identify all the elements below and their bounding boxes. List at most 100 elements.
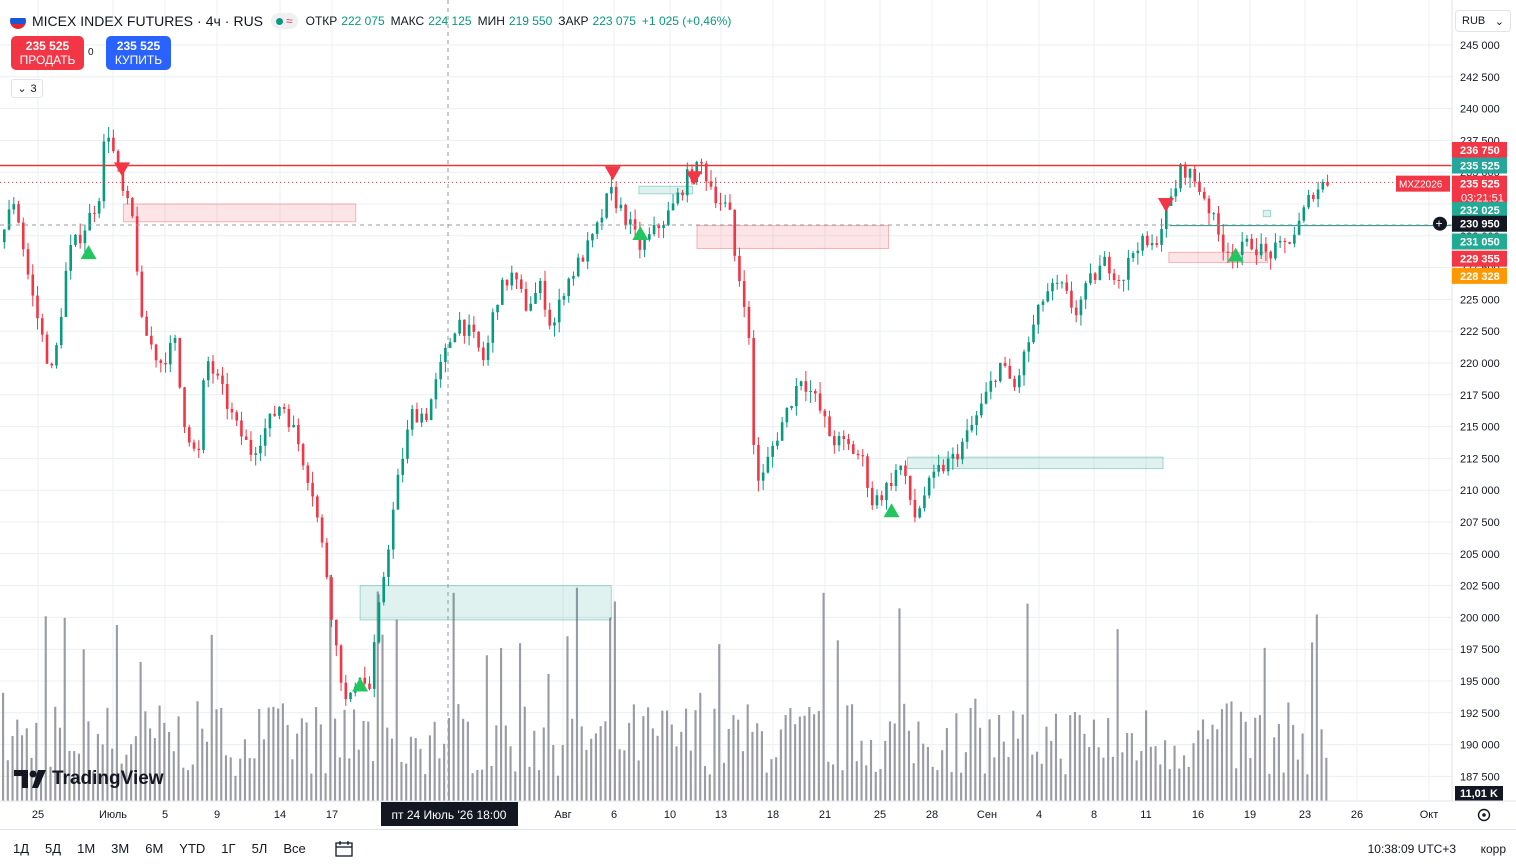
clock[interactable]: 10:38:09 UTC+3 xyxy=(1367,842,1456,856)
volume-bar xyxy=(542,727,545,801)
settings-gear-icon[interactable] xyxy=(1477,808,1491,822)
candle-body xyxy=(989,380,993,392)
range-ytd[interactable]: YTD xyxy=(179,841,206,856)
volume-bar xyxy=(376,591,379,801)
range-6m[interactable]: 6М xyxy=(145,841,164,856)
currency-value: RUB xyxy=(1462,15,1486,27)
adjustment-toggle[interactable]: корр xyxy=(1480,842,1506,856)
candle-body xyxy=(467,324,471,336)
candle-body xyxy=(135,216,139,272)
volume-bar xyxy=(357,749,360,801)
candle-body xyxy=(1003,362,1007,366)
volume-bar xyxy=(1301,733,1304,801)
candle-body xyxy=(45,334,49,364)
candle-body xyxy=(88,212,91,231)
volume-bar xyxy=(452,592,455,801)
triangle-down-icon xyxy=(113,162,130,177)
volume-bar xyxy=(836,640,839,801)
triangle-down-icon xyxy=(604,166,621,181)
volume-bar xyxy=(903,703,906,801)
market-status[interactable]: ≈ xyxy=(271,13,298,29)
plus-circle-icon[interactable] xyxy=(1433,216,1447,231)
volume-bar xyxy=(1296,759,1299,801)
volume-bar xyxy=(936,770,939,801)
time-tick-label: 21 xyxy=(819,809,831,821)
calendar-icon[interactable] xyxy=(335,840,353,857)
volume-bar xyxy=(125,754,128,801)
candle-body xyxy=(268,413,272,429)
indicators-toggle[interactable]: ⌄ 3 xyxy=(11,79,43,98)
candle-body xyxy=(439,361,442,380)
candle-body xyxy=(709,181,713,187)
candle-body xyxy=(557,299,561,323)
currency-select[interactable]: RUB ⌄ xyxy=(1455,10,1511,32)
range-3m[interactable]: 3М xyxy=(111,841,130,856)
candle-body xyxy=(771,445,774,457)
range-all[interactable]: Все xyxy=(283,841,306,856)
volume-bar xyxy=(1107,718,1110,801)
candle-body xyxy=(320,517,324,543)
volume-bar xyxy=(182,767,185,801)
candle-body xyxy=(524,288,528,311)
volume-bar xyxy=(1145,710,1148,801)
candle-body xyxy=(292,424,295,428)
volume-label-box xyxy=(1455,786,1503,801)
time-tick-label: 17 xyxy=(326,809,338,821)
volume-bar xyxy=(77,753,81,801)
candle-body xyxy=(809,391,812,393)
price-label-box xyxy=(1452,202,1507,219)
candle-body xyxy=(994,380,997,382)
volume-bar xyxy=(770,759,773,801)
range-1d[interactable]: 1Д xyxy=(13,841,30,856)
price-label-box xyxy=(1452,141,1507,158)
price-tick-label: 192 500 xyxy=(1460,708,1500,720)
interval[interactable]: 4ч xyxy=(205,13,221,29)
volume-bar xyxy=(571,718,574,801)
candle-body xyxy=(700,161,703,164)
candle-body xyxy=(581,257,585,262)
price-label: 232 025 xyxy=(1460,205,1500,217)
volume-bar xyxy=(1306,774,1309,801)
candle-body xyxy=(1259,243,1263,256)
range-1m[interactable]: 1М xyxy=(77,841,96,856)
candle-body xyxy=(301,444,305,466)
range-1y[interactable]: 1Г xyxy=(221,841,236,856)
price-axis[interactable] xyxy=(1452,0,1516,829)
volume-bar xyxy=(632,704,635,801)
candle-body xyxy=(923,495,926,509)
volume-bar xyxy=(381,634,384,801)
buy-button[interactable]: 235 525 КУПИТЬ xyxy=(106,36,171,70)
volume-bar xyxy=(1054,713,1058,801)
volume-bar xyxy=(808,707,811,801)
range-5y[interactable]: 5Л xyxy=(251,841,268,856)
price-tick-label: 217 500 xyxy=(1460,390,1500,402)
volume-bar xyxy=(144,711,147,801)
candle-body xyxy=(1008,365,1012,379)
range-5d[interactable]: 5Д xyxy=(45,841,62,856)
sell-price: 235 525 xyxy=(25,39,70,53)
candle-body xyxy=(1155,243,1159,245)
sell-button[interactable]: 235 525 ПРОДАТЬ xyxy=(11,36,84,70)
volume-bar xyxy=(680,731,683,801)
volume-bar xyxy=(457,704,460,801)
volume-bar xyxy=(1168,769,1171,801)
volume-bar xyxy=(1178,768,1181,801)
tradingview-logo[interactable]: TradingView xyxy=(14,768,164,790)
volume-bar xyxy=(1249,758,1252,801)
symbol-name[interactable]: MICEX INDEX FUTURES xyxy=(32,13,194,29)
volume-bar xyxy=(537,770,541,801)
volume-bar xyxy=(850,704,854,801)
candle-body xyxy=(980,403,983,416)
volume-bar xyxy=(462,718,465,801)
volume-bar xyxy=(220,707,223,801)
triangle-up-icon xyxy=(632,225,649,240)
candle-body xyxy=(671,203,675,211)
volume-bar xyxy=(765,772,768,801)
candle-body xyxy=(629,219,632,225)
candle-body xyxy=(614,186,618,209)
candle-body xyxy=(648,234,651,240)
volume-bar xyxy=(623,750,626,801)
volume-bar xyxy=(926,746,929,801)
candle-body xyxy=(610,186,613,194)
